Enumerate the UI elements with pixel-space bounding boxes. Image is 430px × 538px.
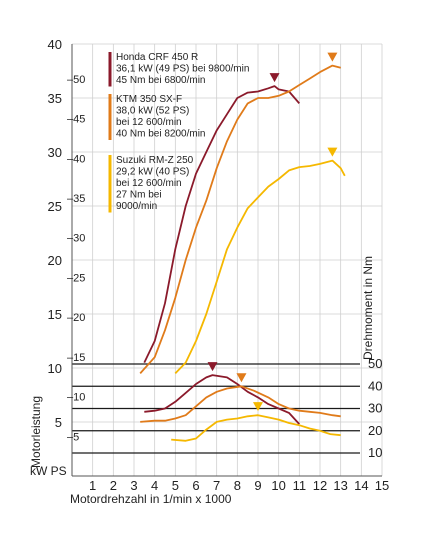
legend-text: 45 Nm bei 6800/min [116, 75, 206, 86]
ps-tick-label: –35 [67, 193, 85, 205]
power-axis-title: Motorleistung [29, 396, 43, 468]
kw-tick-label: 30 [48, 145, 62, 160]
power-curve-1 [139, 64, 341, 375]
torque-curve-1 [140, 385, 341, 423]
torque-tick-label: 30 [368, 401, 382, 416]
torque-curve-2 [171, 414, 341, 442]
x-tick-label: 14 [354, 478, 368, 493]
torque-tick-label: 50 [368, 356, 382, 371]
kw-tick-label: 5 [55, 415, 62, 430]
ps-tick-label: –30 [67, 233, 85, 245]
x-tick-label: 4 [151, 478, 158, 493]
x-tick-label: 3 [130, 478, 137, 493]
x-tick-label: 2 [110, 478, 117, 493]
kw-tick-label: 40 [48, 37, 62, 52]
legend-text: 38,0 kW (52 PS) [116, 106, 189, 117]
ps-tick-label: –25 [67, 272, 85, 284]
power-curve-0 [143, 85, 300, 363]
legend-text: 9000/min [116, 201, 157, 212]
ps-tick-label: –10 [67, 392, 85, 404]
power-units-label: kW PS [30, 464, 67, 478]
ps-tick-label: –45 [67, 114, 85, 126]
x-axis-title: Motordrehzahl in 1/min x 1000 [70, 492, 232, 506]
ps-tick-label: –50 [67, 74, 85, 86]
power-peak-marker [327, 147, 338, 157]
torque-tick-label: 10 [368, 445, 382, 460]
ps-tick-label: –40 [67, 153, 85, 165]
x-tick-label: 6 [192, 478, 199, 493]
legend-text: 40 Nm bei 8200/min [116, 129, 206, 140]
ps-tick-label: –15 [67, 352, 85, 364]
x-tick-label: 12 [313, 478, 327, 493]
legend-text: KTM 350 SX-F [116, 94, 182, 105]
ps-tick-label: –20 [67, 312, 85, 324]
x-tick-label: 9 [254, 478, 261, 493]
legend: Honda CRF 450 R36,1 kW (49 PS) bei 9800/… [108, 52, 249, 213]
torque-tick-label: 40 [368, 378, 382, 393]
x-tick-label: 13 [333, 478, 347, 493]
x-tick-label: 10 [271, 478, 285, 493]
series-lines [139, 64, 346, 442]
power-curve-2 [174, 159, 346, 375]
kw-tick-label: 20 [48, 253, 62, 268]
legend-text: Honda CRF 450 R [116, 52, 198, 63]
kw-tick-label: 15 [48, 307, 62, 322]
kw-tick-label: 10 [48, 361, 62, 376]
legend-text: bei 12 600/min [116, 117, 182, 128]
legend-text: bei 12 600/min [116, 178, 182, 189]
x-tick-label: 11 [293, 478, 307, 493]
x-tick-label: 7 [213, 478, 220, 493]
axes: 1 2 3 4 5 6 7 8 9 10 11 12 13 14 15510152025303540–5–1… [48, 37, 390, 493]
x-tick-label: 1 [89, 478, 96, 493]
legend-text: 36,1 kW (49 PS) bei 9800/min [116, 64, 249, 75]
torque-curve-0 [144, 374, 300, 425]
kw-tick-label: 25 [48, 199, 62, 214]
torque-peak-marker [207, 362, 218, 372]
x-tick-label: 8 [234, 478, 241, 493]
torque-tick-label: 20 [368, 423, 382, 438]
torque-axis-title: Drehmoment in Nm [361, 256, 375, 360]
legend-text: 27 Nm bei [116, 190, 162, 201]
legend-text: 29,2 kW (40 PS) [116, 167, 189, 178]
grid [72, 43, 383, 476]
x-tick-label: 15 [375, 478, 389, 493]
torque-peak-marker [236, 373, 247, 383]
peak-markers [207, 52, 338, 412]
power-peak-marker [269, 73, 280, 83]
power-peak-marker [327, 52, 338, 62]
kw-tick-label: 35 [48, 91, 62, 106]
legend-text: Suzuki RM-Z 250 [116, 155, 194, 166]
ps-tick-label: –5 [67, 431, 79, 443]
torque-peak-marker [253, 402, 263, 412]
x-tick-label: 5 [172, 478, 179, 493]
